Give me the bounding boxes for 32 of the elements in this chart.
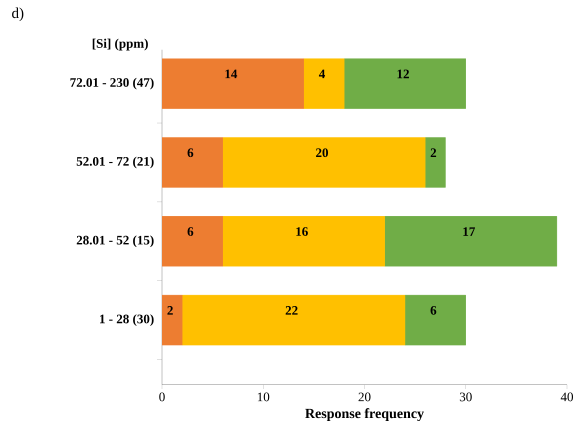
- x-tick-label: 40: [560, 392, 574, 402]
- data-label: 12: [398, 70, 409, 78]
- bar: [384, 216, 558, 266]
- bar: [425, 137, 446, 188]
- data-label: 6: [430, 306, 436, 315]
- bar: [182, 294, 406, 346]
- data-label: 22: [286, 306, 298, 315]
- data-label: 6: [188, 227, 194, 236]
- data-label: 17: [463, 227, 475, 236]
- bar: [222, 137, 426, 188]
- data-label: 4: [318, 70, 326, 78]
- y-tick-label: 52.01 - 72 (21): [76, 156, 154, 168]
- y-tick-label: 28.01 - 52 (15): [76, 235, 154, 248]
- data-label: 16: [296, 227, 308, 236]
- y-tick-label: 1 - 28 (30): [100, 314, 154, 326]
- y-tick-label: 72.01 - 230 (47): [70, 78, 154, 90]
- bar: [222, 216, 385, 266]
- y-axis-title: [Si] (ppm): [92, 38, 148, 50]
- bar: [304, 58, 344, 109]
- bar: [344, 58, 466, 109]
- x-tick-label: 20: [358, 392, 371, 402]
- data-label: 2: [430, 148, 436, 158]
- x-tick-label: 30: [460, 392, 472, 402]
- x-tick-label: 0: [159, 392, 165, 402]
- data-label: 14: [225, 70, 238, 78]
- data-label: 20: [316, 148, 328, 158]
- text: d): [12, 8, 24, 22]
- bar: [404, 294, 466, 346]
- x-tick-label: 10: [258, 392, 270, 402]
- data-label: 6: [188, 148, 194, 158]
- x-axis-title: Response frequency: [305, 408, 424, 421]
- data-label: 2: [167, 306, 173, 315]
